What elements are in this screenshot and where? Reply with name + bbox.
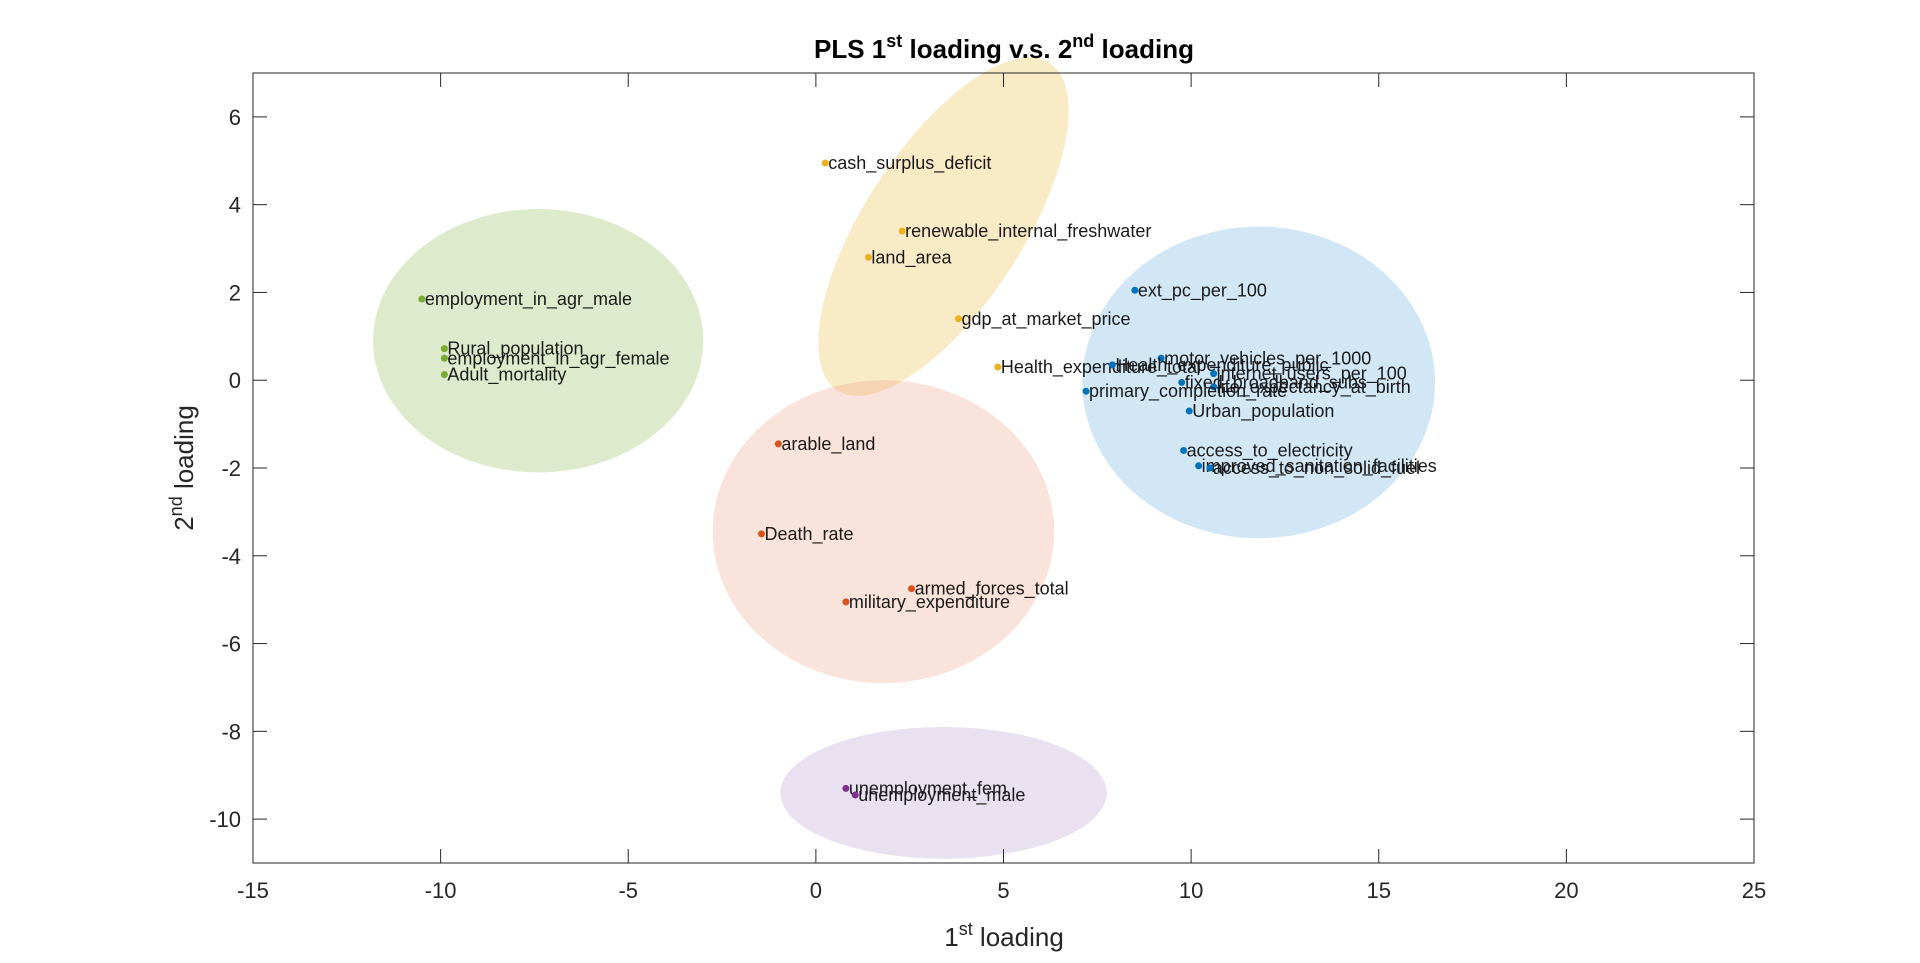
data-point (908, 585, 916, 593)
x-tick-label: 20 (1554, 878, 1578, 903)
data-point (440, 371, 448, 379)
data-point (1185, 407, 1193, 415)
x-tick-label: -15 (237, 878, 269, 903)
data-point (1206, 464, 1214, 472)
x-tick-label: 10 (1179, 878, 1203, 903)
y-tick-label: -10 (209, 807, 241, 832)
cluster-ellipse-4 (780, 726, 1107, 859)
data-point (864, 253, 872, 261)
data-point (440, 354, 448, 362)
x-tick-label: 25 (1742, 878, 1766, 903)
y-tick-label: -6 (221, 632, 241, 657)
point-label: ext_pc_per_100 (1138, 280, 1267, 301)
data-point (1195, 462, 1203, 470)
y-tick-label: 0 (229, 368, 241, 393)
point-label: Death_rate (764, 524, 853, 545)
data-point (1108, 361, 1116, 369)
point-label: unemployment_fem (849, 778, 1007, 799)
data-point (440, 345, 448, 353)
point-label: armed_forces_total (915, 579, 1069, 600)
y-tick-label: -2 (221, 456, 241, 481)
point-label: Rural_population (447, 339, 583, 360)
x-tick-label: 0 (810, 878, 822, 903)
y-tick-label: -4 (221, 544, 241, 569)
data-point (1131, 286, 1139, 294)
y-tick-label: 6 (229, 105, 241, 130)
data-point (1210, 383, 1218, 391)
data-point (774, 440, 782, 448)
data-point (898, 227, 906, 235)
point-label: Urban_population (1192, 401, 1334, 422)
point-label: Adult_mortality (447, 365, 566, 386)
data-point (842, 598, 850, 606)
point-label: land_area (871, 247, 952, 268)
point-label: primary_completion_rate (1089, 381, 1287, 402)
axis-ticks: -15 -10 -5 0 5 10 15 20 25 -10 -8 -6 -4 -2 0 2 4 6 (209, 73, 1766, 903)
data-point (1180, 446, 1188, 454)
y-axis-label: 2nd loading (166, 405, 199, 531)
point-label: motor_vehicles_per_1000 (1164, 348, 1371, 369)
point-label: gdp_at_market_price (961, 309, 1130, 330)
point-label: Health_expenditure_public (1115, 355, 1328, 376)
data-points: employment_in_agr_male Rural_populationem… (418, 153, 1437, 806)
point-label: access_to_electricity (1187, 440, 1353, 461)
point-label: cash_surplus_deficit (828, 153, 991, 174)
data-point (1178, 378, 1186, 386)
point-label: life_expectancy_at_birth (1217, 377, 1411, 398)
data-point (418, 295, 426, 303)
cluster-ellipse-0 (373, 209, 704, 473)
data-point (842, 784, 850, 792)
cluster-ellipse-1 (818, 57, 1069, 396)
x-tick-label: 5 (997, 878, 1009, 903)
point-label: renewable_internal_freshwater (905, 221, 1151, 242)
y-tick-label: -8 (221, 719, 241, 744)
cluster-ellipse-2 (1082, 226, 1436, 539)
data-point (757, 530, 765, 538)
point-label: employment_in_agr_male (425, 289, 632, 310)
x-tick-label: -10 (425, 878, 457, 903)
x-tick-label: 15 (1367, 878, 1391, 903)
data-point (954, 315, 962, 323)
cluster-ellipse-3 (712, 380, 1055, 684)
point-label: improved_sanitation_facilities (1202, 456, 1437, 477)
point-label: unemployment_male (858, 785, 1025, 806)
data-point (1210, 370, 1218, 378)
point-label: access_to_non_solid_fuel (1213, 458, 1420, 479)
data-point (821, 159, 829, 167)
data-point (1082, 387, 1090, 395)
x-axis-label: 1st loading (944, 919, 1064, 952)
y-tick-label: 2 (229, 280, 241, 305)
point-label: fixed_broadband_subs (1185, 372, 1367, 393)
data-point (994, 363, 1002, 371)
x-tick-label: -5 (618, 878, 638, 903)
point-label: arable_land (781, 434, 875, 455)
y-tick-label: 4 (229, 193, 241, 218)
data-point (851, 791, 859, 799)
point-label: military_expenditure (849, 592, 1010, 613)
data-point (1157, 354, 1165, 362)
chart-title: PLS 1st loading v.s. 2nd loading (814, 31, 1194, 64)
point-label: internet_users_per_100 (1217, 364, 1407, 385)
point-label: employment_in_agr_female (447, 348, 669, 369)
point-label: Health_expenditure_total (1001, 357, 1201, 378)
cluster-ellipses (373, 57, 1436, 859)
